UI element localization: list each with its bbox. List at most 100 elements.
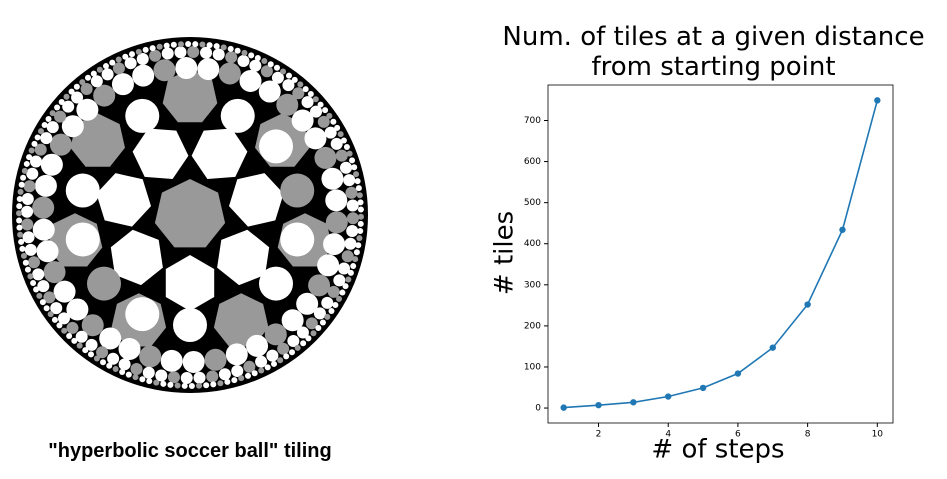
tile [353,249,360,256]
tile [254,55,261,62]
tile [90,75,103,88]
tile [23,180,36,193]
tile [302,86,309,93]
tile [260,65,273,78]
tile [188,382,195,389]
tile [21,192,34,205]
marker [665,393,672,400]
tile [132,128,189,179]
tile [73,83,80,90]
tile [224,378,231,385]
tile [267,61,274,68]
tile [337,262,350,275]
tile [40,153,63,176]
tile [22,231,35,244]
tile [32,196,55,219]
tile [339,161,352,174]
tile [82,347,89,354]
tile [142,366,155,379]
tile [80,82,93,95]
tile [34,174,57,197]
tile [357,199,364,206]
tile [227,45,234,52]
tile [58,98,65,105]
x-tick-label: 10 [872,430,884,440]
tile [149,49,162,62]
tile [335,149,348,162]
tile [310,105,323,118]
tile [225,343,248,366]
tile [99,327,122,350]
tile [319,319,326,326]
x-tick-label: 6 [735,430,741,440]
tile [255,355,268,368]
tile [212,48,225,61]
tile [65,173,100,208]
tile [347,269,354,276]
tile [16,203,23,210]
tile [305,317,318,330]
tile [66,332,73,339]
tile [139,376,146,383]
tile [282,79,295,92]
tile [185,41,192,48]
tile [21,218,34,231]
tile [343,144,350,151]
tile [237,55,250,68]
tile [136,53,149,66]
tile [18,238,25,245]
chart-title: Num. of tiles at a given distance from s… [502,22,925,82]
marker [769,344,776,351]
tile [49,110,56,117]
tile [217,380,224,387]
tile [336,295,343,302]
tile [218,62,241,85]
tile [196,382,203,389]
tile [174,382,181,389]
tile [26,167,39,180]
tile [154,179,226,248]
tile [356,235,363,242]
tile [33,286,40,293]
tile [173,308,207,342]
tile [357,213,364,220]
tile [85,338,98,351]
tile [357,206,364,213]
tile [310,330,317,337]
tile [332,302,339,309]
tile [346,150,353,157]
tile [280,68,287,75]
tile [175,57,198,80]
tile [153,59,176,82]
tile [84,74,91,81]
tile [76,98,99,121]
tile [163,42,170,49]
tile [210,381,217,388]
tile [109,59,116,66]
tile [90,70,97,77]
tile [21,205,34,218]
tile [102,63,109,70]
tile [156,43,163,50]
tile [259,129,294,164]
x-tick-label: 8 [805,430,811,440]
tile [30,279,37,286]
tile [218,368,231,381]
tile [32,218,55,241]
tile [304,127,327,150]
marker [595,401,602,409]
tile [132,64,155,87]
tile [353,171,360,178]
tile [328,308,335,315]
tile [130,362,143,375]
tile [24,266,31,273]
tile [243,360,256,373]
marker [839,226,846,233]
tile [96,173,151,227]
tile [333,274,346,287]
tile [323,233,346,256]
plot-frame [547,84,894,424]
marker [560,404,567,411]
tile [313,307,326,320]
